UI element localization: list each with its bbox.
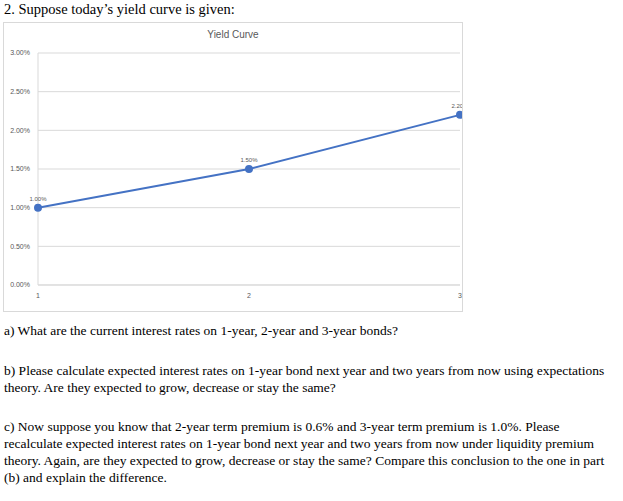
- svg-text:1.50%: 1.50%: [240, 157, 258, 163]
- svg-text:0.50%: 0.50%: [10, 243, 30, 250]
- svg-text:1.00%: 1.00%: [10, 204, 30, 211]
- svg-text:2.50%: 2.50%: [10, 88, 30, 95]
- html-text:Yield Curve: Yield Curve: [207, 29, 259, 40]
- svg-text:2.20%: 2.20%: [451, 103, 462, 109]
- svg-text:1: 1: [36, 292, 40, 299]
- svg-text:1.50%: 1.50%: [10, 165, 30, 172]
- html-text:b) Please calculate expected i: b) Please calculate expected interest ra…: [4, 363, 605, 395]
- svg-text:2.00%: 2.00%: [10, 127, 30, 134]
- svg-text:2: 2: [247, 292, 251, 299]
- html-text:c) Now suppose you know that 2: c) Now suppose you know that 2-year term…: [4, 419, 605, 485]
- svg-text:3: 3: [458, 292, 462, 299]
- svg-text:0.00%: 0.00%: [10, 281, 30, 288]
- svg-text:3.00%: 3.00%: [10, 49, 30, 56]
- html-text:2. Suppose today’s yield curve: 2. Suppose today’s yield curve is given:: [4, 1, 235, 17]
- svg-text:1.00%: 1.00%: [29, 196, 47, 202]
- html-text:a) What are the current intere: a) What are the current interest rates o…: [4, 323, 398, 338]
